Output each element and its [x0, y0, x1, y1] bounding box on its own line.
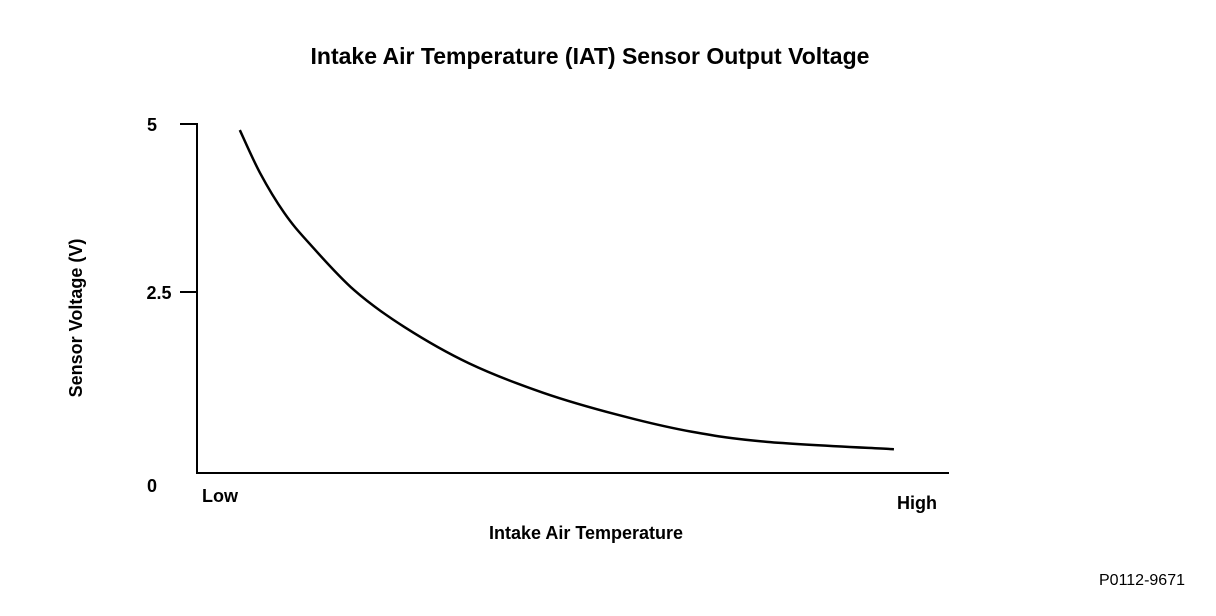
- chart-title: Intake Air Temperature (IAT) Sensor Outp…: [311, 43, 870, 69]
- x-tick-label-low: Low: [202, 486, 239, 506]
- y-tick-label: 0: [147, 476, 157, 496]
- figure-id: P0112-9671: [1099, 572, 1185, 589]
- y-tick-label: 2.5: [146, 283, 171, 303]
- x-tick-label-high: High: [897, 493, 937, 513]
- y-axis-label: Sensor Voltage (V): [66, 239, 86, 398]
- series-line: [238, 129, 895, 451]
- x-axis-label: Intake Air Temperature: [489, 523, 683, 543]
- y-tick-label: 5: [147, 115, 157, 135]
